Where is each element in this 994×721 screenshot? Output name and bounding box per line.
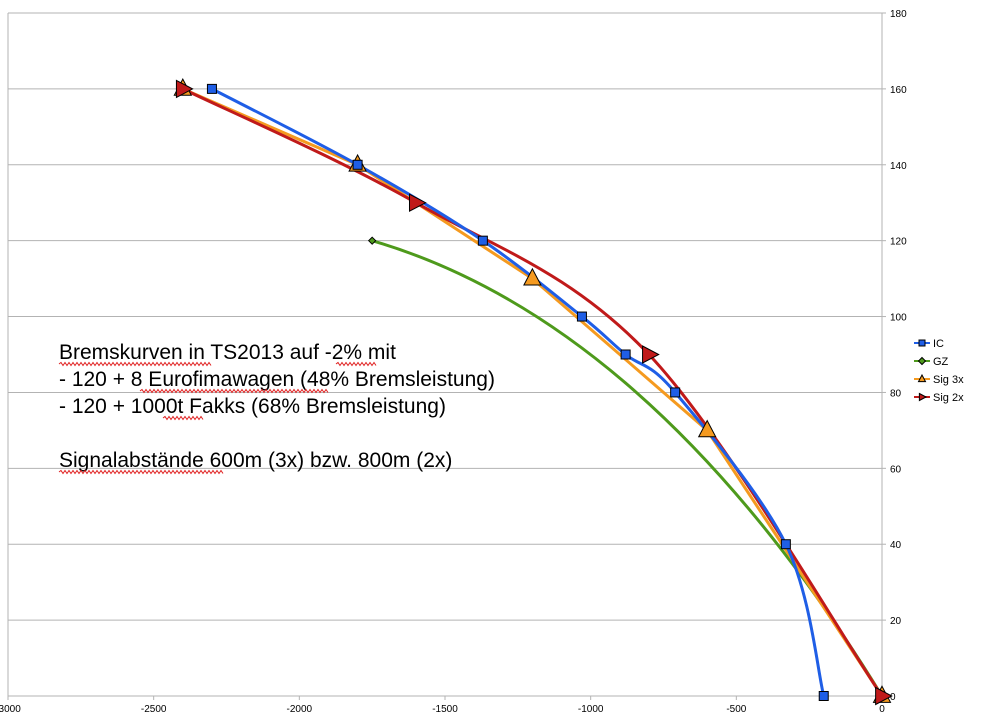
data-point	[917, 373, 927, 383]
legend-label: Sig 3x	[933, 374, 964, 386]
x-tick-label: -500	[726, 704, 746, 715]
annotation-line-5: Signalabstände 600m (3x) bzw. 800m (2x)	[59, 449, 452, 472]
data-point	[175, 79, 194, 99]
data-point	[918, 339, 926, 347]
gridlines	[8, 12, 882, 697]
annotation-line-2: - 120 + 8 Eurofimawagen (48% Bremsleistu…	[59, 368, 495, 391]
x-tick-label: -1500	[432, 704, 458, 715]
data-point	[523, 267, 542, 286]
series-line-sig-2x	[182, 87, 884, 697]
y-tick-label: 20	[890, 616, 902, 627]
y-tick-label: 140	[890, 161, 907, 172]
x-tick-label: -3000	[0, 704, 21, 715]
annotation-text: Bremskurven in TS2013 auf -2% mit - 120 …	[58, 341, 495, 475]
data-point	[697, 419, 717, 438]
x-tick-label: -2000	[287, 704, 313, 715]
data-point	[477, 235, 488, 246]
axes: 0 20 40 60 80 100 120 140 160 180 -3000 -2500 -2000 -…	[0, 9, 907, 715]
annotation-line-3: - 120 + 1000t Fakks (68% Bremsleistung)	[59, 395, 446, 418]
y-tick-label: 80	[890, 388, 902, 399]
legend-label: GZ	[933, 356, 949, 368]
data-point	[367, 236, 377, 245]
x-tick-label: -1000	[578, 704, 604, 715]
data-point	[408, 193, 427, 213]
data-point	[620, 349, 631, 360]
x-tick-label: 0	[879, 704, 885, 715]
series	[173, 78, 893, 706]
y-tick-label: 60	[890, 464, 902, 475]
data-point	[918, 392, 928, 402]
data-point	[352, 159, 363, 170]
data-point	[670, 387, 681, 398]
legend: IC GZ Sig 3x Sig 2x	[914, 338, 964, 404]
annotation-line-1: Bremskurven in TS2013 auf -2% mit	[59, 341, 396, 364]
legend-label: Sig 2x	[933, 392, 964, 404]
y-tick-label: 100	[890, 313, 907, 324]
data-point	[206, 83, 217, 94]
spellcheck-underline	[58, 361, 377, 475]
y-tick-label: 160	[890, 85, 907, 96]
y-tick-label: 180	[890, 9, 907, 20]
y-tick-label: 40	[890, 540, 902, 551]
data-point	[875, 686, 893, 706]
y-tick-label: 120	[890, 237, 907, 248]
data-point	[576, 311, 587, 322]
data-point	[818, 691, 829, 701]
data-point	[642, 345, 660, 364]
data-point	[917, 356, 927, 366]
data-point	[780, 539, 791, 550]
y-tick-label: 0	[890, 692, 896, 703]
legend-label: IC	[933, 338, 944, 350]
x-tick-label: -2500	[141, 704, 167, 715]
